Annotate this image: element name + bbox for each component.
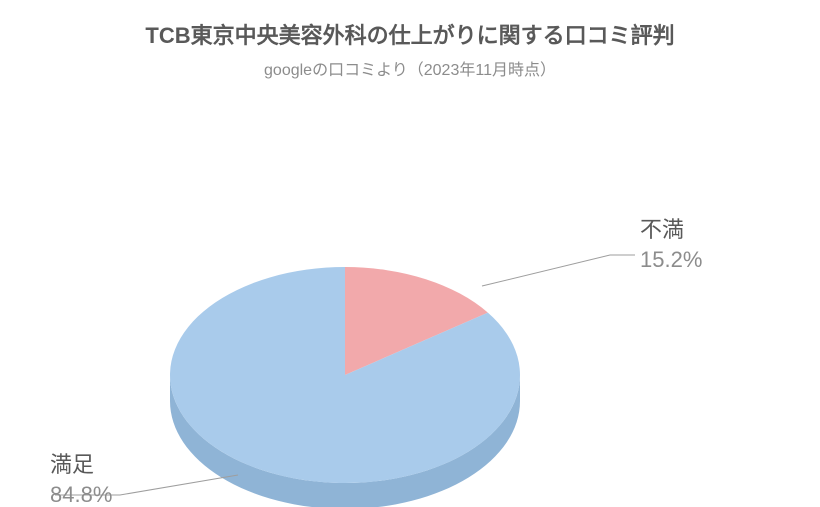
chart-title: TCB東京中央美容外科の仕上がりに関する口コミ評判 <box>0 18 820 50</box>
slice-label-satisfied: 満足 84.8% <box>50 450 112 507</box>
pie-chart-3d: 不満 15.2% 満足 84.8% <box>0 80 820 507</box>
slice-label-dissatisfied: 不満 15.2% <box>640 215 702 274</box>
pie-svg <box>0 80 820 507</box>
slice-percent: 84.8% <box>50 480 112 507</box>
slice-percent: 15.2% <box>640 245 702 275</box>
slice-name: 満足 <box>50 450 112 480</box>
chart-subtitle: googleの口コミより（2023年11月時点） <box>0 56 820 80</box>
slice-name: 不満 <box>640 215 702 245</box>
